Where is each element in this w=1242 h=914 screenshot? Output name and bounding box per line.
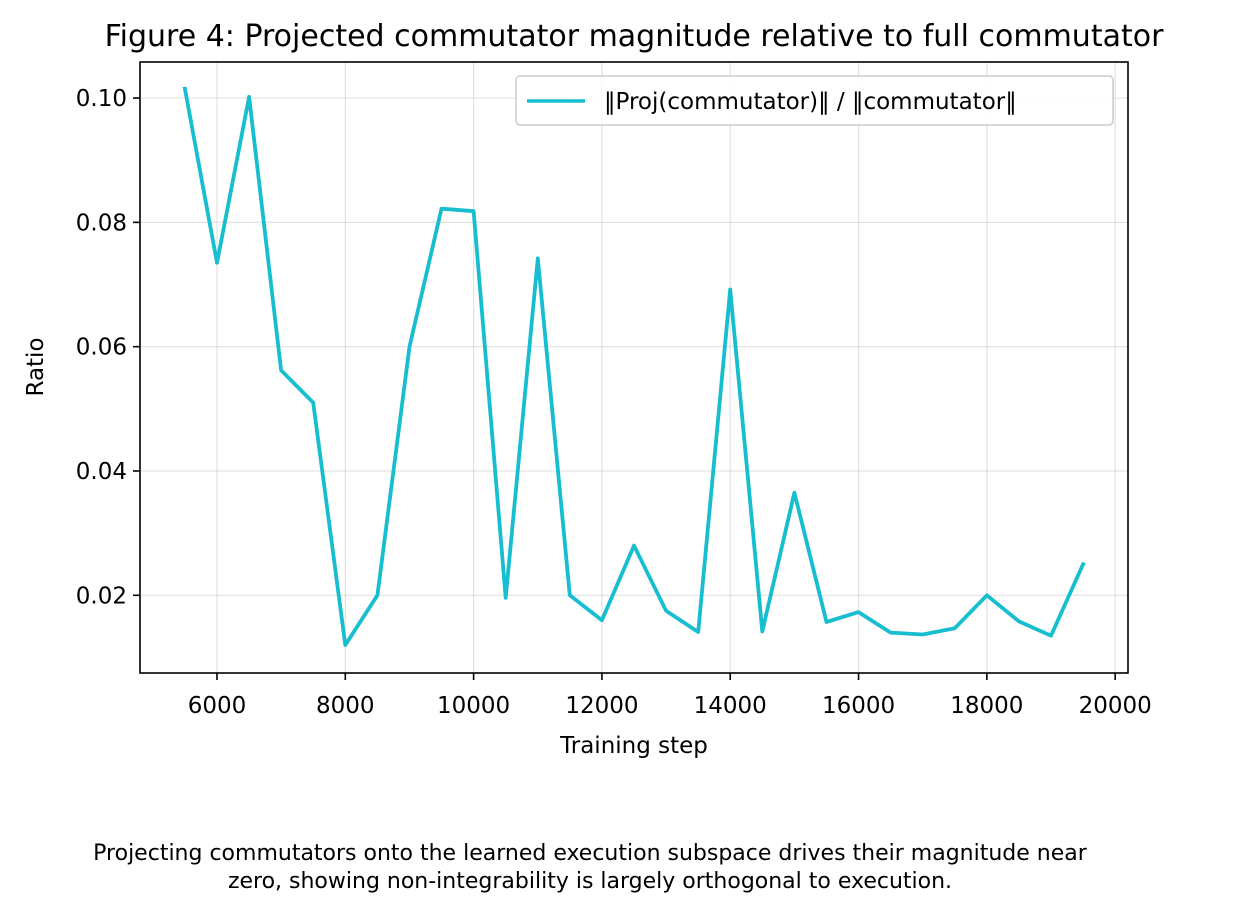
caption-line-2: zero, showing non-integrability is large…: [227, 869, 953, 894]
y-tick-label: 0.06: [76, 335, 127, 361]
line-chart: Figure 4: Projected commutator magnitude…: [23, 19, 1164, 759]
chart-title: Figure 4: Projected commutator magnitude…: [105, 19, 1164, 54]
series-layer: [182, 86, 1086, 647]
y-tick-label: 0.04: [76, 459, 127, 485]
x-axis-label: Training step: [559, 733, 708, 759]
x-tick-label: 16000: [822, 693, 895, 719]
x-tick-label: 18000: [950, 693, 1023, 719]
x-tick-label: 6000: [188, 693, 247, 719]
x-tick-label: 20000: [1079, 693, 1152, 719]
series-line: [182, 86, 1086, 647]
grid: [140, 62, 1128, 673]
legend: ‖Proj(commutator)‖ / ‖commutator‖: [515, 75, 1114, 126]
y-axis-label: Ratio: [23, 337, 49, 396]
legend-box: [515, 75, 1114, 126]
legend-label: ‖Proj(commutator)‖ / ‖commutator‖: [604, 89, 1017, 115]
plot-frame: [139, 61, 1129, 674]
x-tick-label: 10000: [437, 693, 510, 719]
y-tick-label: 0.10: [76, 86, 127, 112]
x-tick-label: 14000: [694, 693, 767, 719]
y-axis-ticks: 0.02 0.04 0.06 0.08 0.10: [76, 86, 140, 609]
caption-line-1: Projecting commutators onto the learned …: [93, 841, 1087, 866]
y-tick-label: 0.08: [76, 210, 127, 236]
x-tick-label: 12000: [565, 693, 638, 719]
x-tick-label: 8000: [316, 693, 375, 719]
y-tick-label: 0.02: [76, 583, 127, 609]
x-axis-ticks: 6000 8000 10000 12000 14000 16000 18000 20000: [188, 673, 1152, 719]
